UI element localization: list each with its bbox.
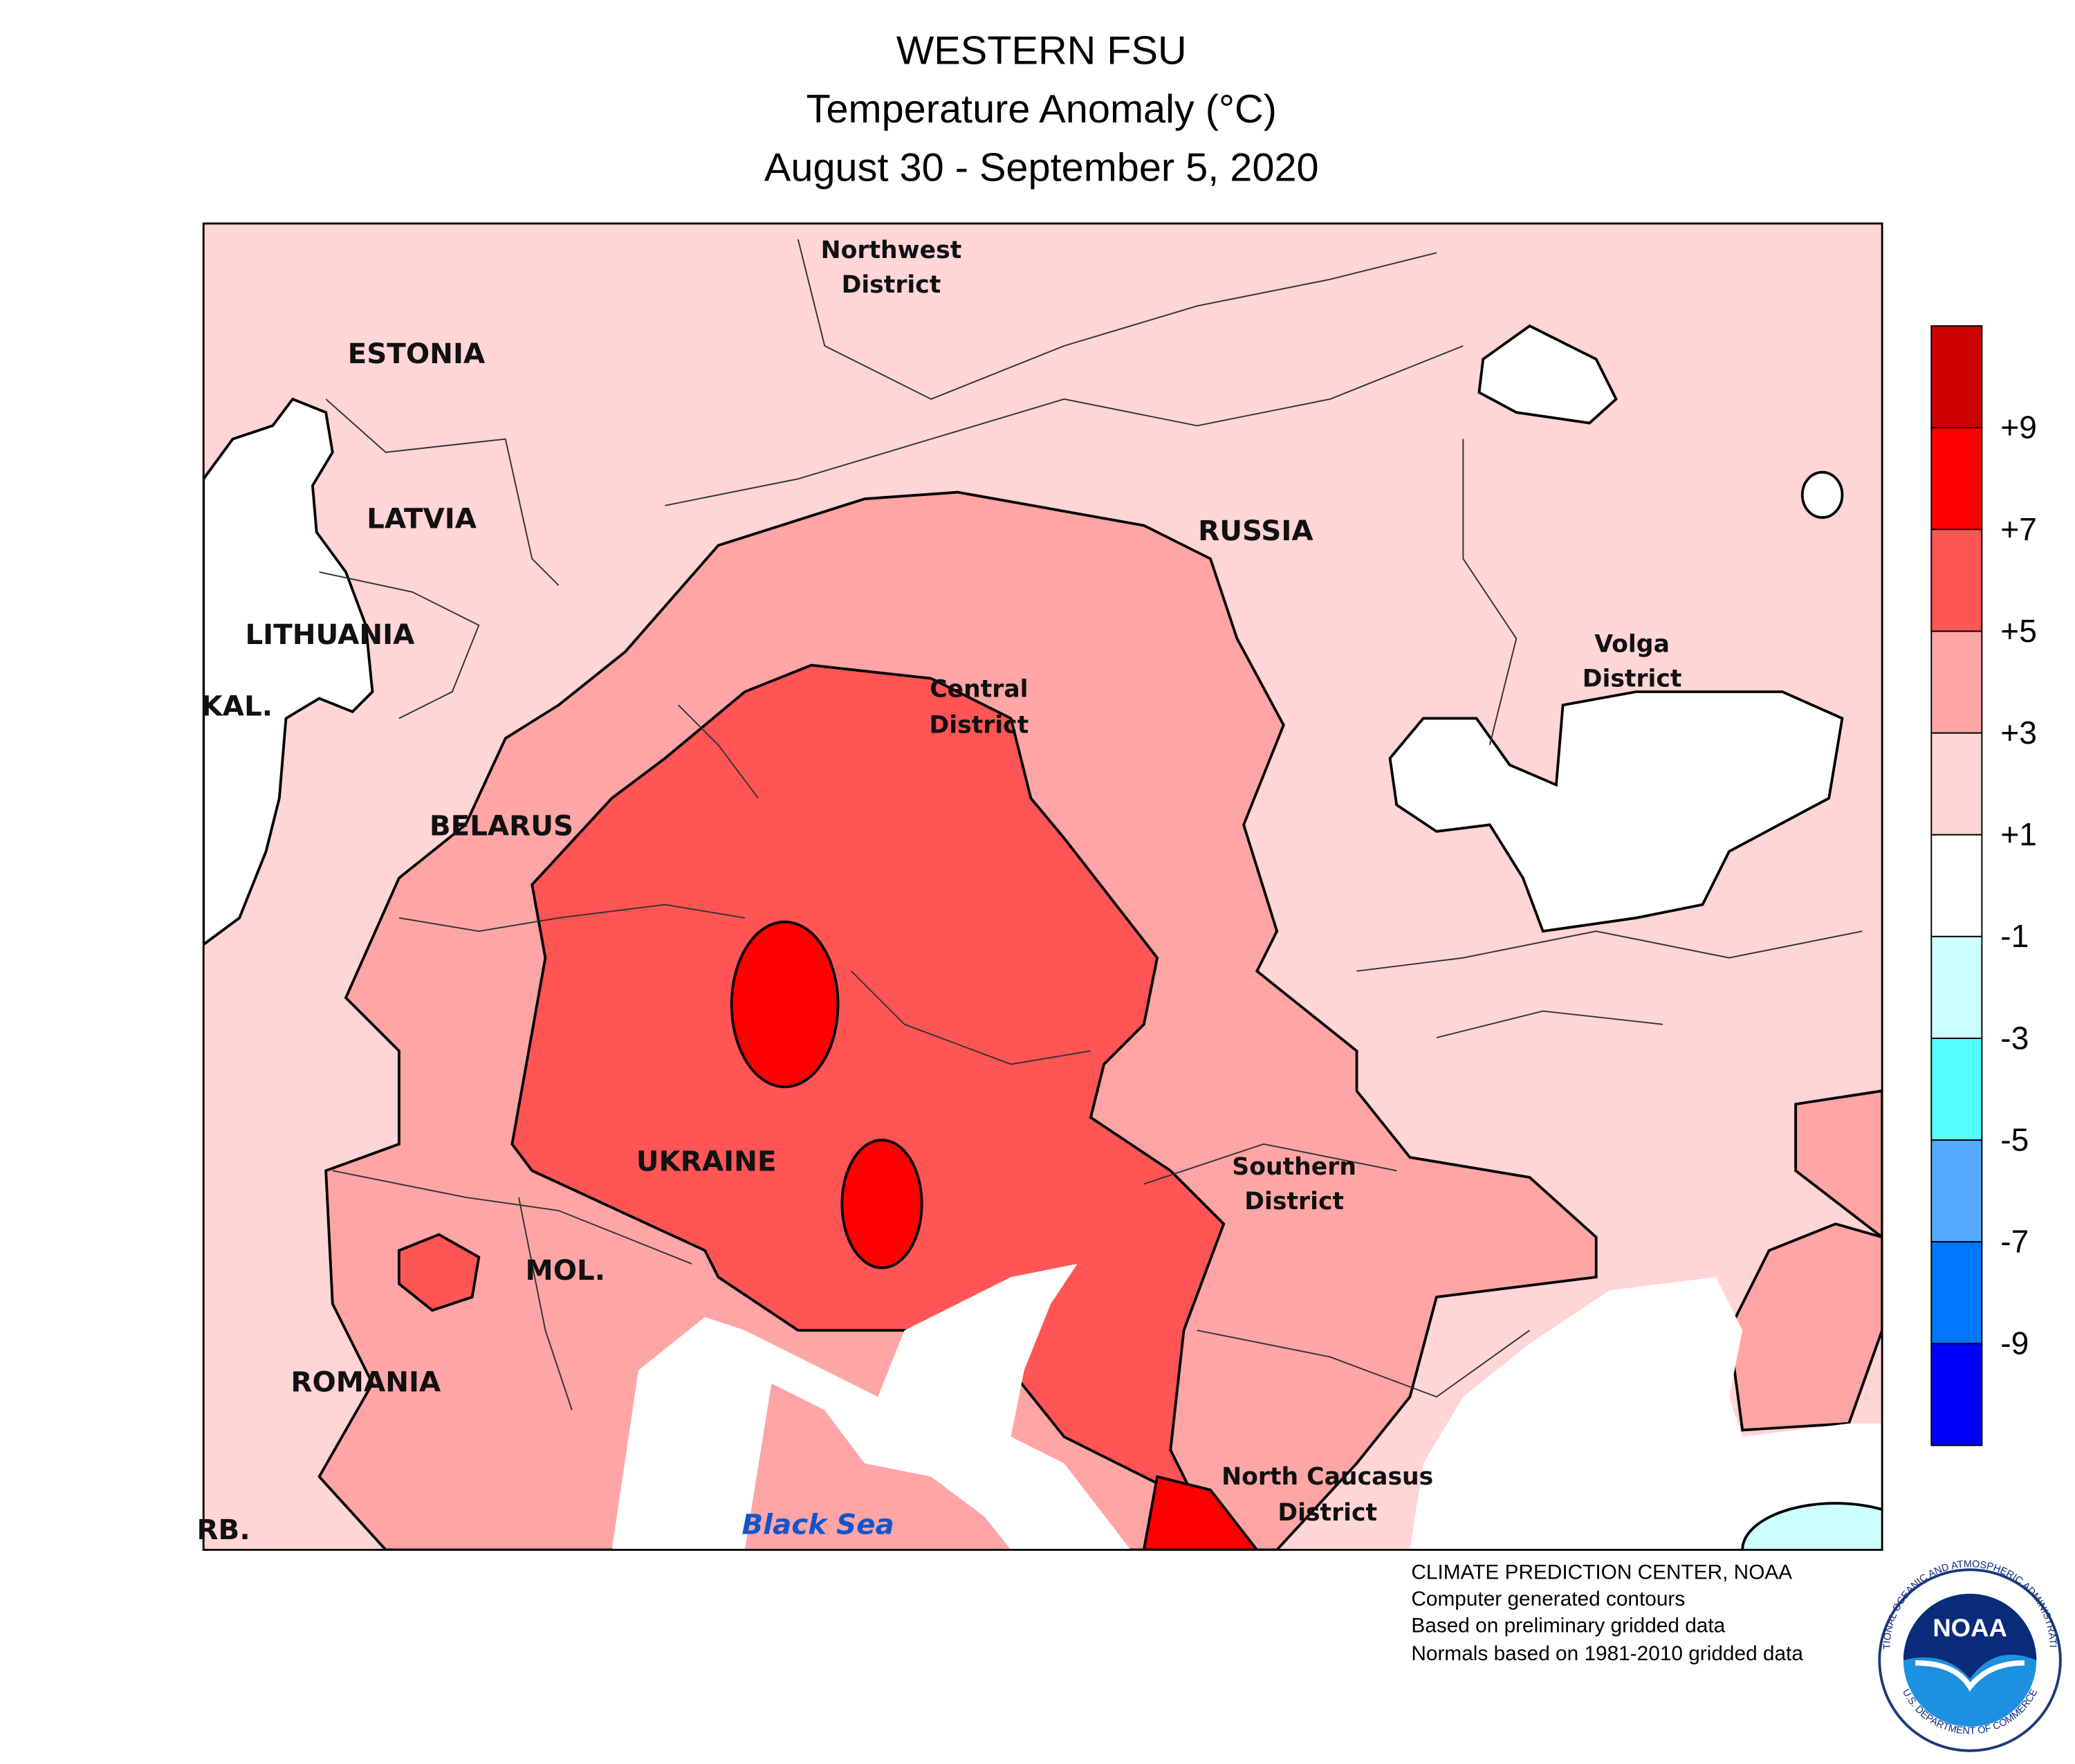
black-sea <box>611 1263 1131 1550</box>
country-label: ROMANIA <box>290 1366 441 1399</box>
legend-tick-label: -9 <box>2000 1325 2029 1361</box>
anomaly-5-7-romania <box>398 1233 481 1312</box>
white-sea-region <box>203 397 374 946</box>
anomaly-neg-1-3 <box>1741 1502 1883 1550</box>
legend-swatch <box>1930 1139 1983 1243</box>
region-label: Central <box>930 676 1028 704</box>
region-label: Volga <box>1594 630 1670 658</box>
region-label: District <box>842 271 941 299</box>
legend-swatch <box>1930 732 1983 836</box>
country-label: RB. <box>196 1514 250 1546</box>
credit-line: Based on preliminary gridded data <box>1411 1615 1725 1637</box>
anomaly-7-9 <box>730 920 840 1089</box>
region-label: District <box>930 712 1029 739</box>
region-label: District <box>1583 665 1682 692</box>
credit-line: CLIMATE PREDICTION CENTER, NOAA <box>1411 1561 1792 1584</box>
legend-swatch <box>1930 427 1983 531</box>
country-label: BELARUS <box>430 810 573 843</box>
sea-label: Black Sea <box>741 1508 894 1541</box>
credit-line: Normals based on 1981-2010 gridded data <box>1411 1642 1803 1665</box>
legend-tick-label: -7 <box>2000 1224 2029 1260</box>
legend-tick-label: +3 <box>2000 715 2037 751</box>
legend-swatch <box>1930 1038 1983 1141</box>
legend-tick-label: -5 <box>2000 1121 2029 1157</box>
map-labels: Northwest District ESTONIA LATVIA LITHUA… <box>196 237 1681 1546</box>
caspian-sea <box>1410 1277 1883 1550</box>
legend-tick-label: +1 <box>2000 816 2037 852</box>
legend-tick-label: +7 <box>2000 511 2037 547</box>
map-frame <box>202 222 1883 1551</box>
country-label: MOL. <box>526 1254 606 1287</box>
region-label: Southern <box>1232 1153 1356 1181</box>
logo-text: NOAA <box>1933 1613 2007 1642</box>
legend-swatch <box>1930 1241 1983 1345</box>
country-label: KAL. <box>201 690 273 723</box>
legend-swatch <box>1930 325 1983 429</box>
country-label: ESTONIA <box>348 338 486 370</box>
logo-sky <box>1903 1593 2037 1679</box>
region-label: Northwest <box>821 237 962 264</box>
legend-swatch <box>1930 630 1983 734</box>
logo-bird <box>1915 1660 2025 1692</box>
anomaly-7-9 <box>840 1139 923 1269</box>
legend-swatch <box>1930 935 1983 1039</box>
region-label: District <box>1278 1499 1377 1527</box>
credits: CLIMATE PREDICTION CENTER, NOAA Computer… <box>1411 1561 1803 1665</box>
legend-swatch <box>1930 834 1983 937</box>
map-area <box>203 223 1883 1550</box>
anomaly-neutral-north <box>1477 324 1618 425</box>
subtitle: Temperature Anomaly (°C) <box>806 87 1277 131</box>
country-label: LATVIA <box>367 502 477 535</box>
country-label: UKRAINE <box>636 1145 777 1177</box>
anomaly-7-9-caucasus <box>1142 1475 1259 1550</box>
crimea <box>744 1384 1011 1550</box>
country-label: LITHUANIA <box>245 618 415 651</box>
title: WESTERN FSU <box>896 28 1187 73</box>
credit-line: Computer generated contours <box>1411 1588 1685 1610</box>
country-label: RUSSIA <box>1198 515 1313 547</box>
legend-tick-label: -1 <box>2000 918 2029 954</box>
legend: +9 +7 +5 +3 +1 -1 -3 -5 -7 -9 <box>1930 325 2037 1446</box>
region-label: North Caucasus <box>1221 1463 1433 1491</box>
legend-swatch <box>1930 529 1983 632</box>
date-range: August 30 - September 5, 2020 <box>764 146 1319 190</box>
legend-tick-label: -3 <box>2000 1020 2029 1056</box>
legend-swatch <box>1930 1343 1983 1446</box>
legend-tick-label: +9 <box>2000 410 2037 445</box>
anomaly-neutral-volga <box>1388 690 1844 933</box>
region-label: District <box>1244 1188 1344 1215</box>
anomaly-neutral <box>1800 470 1844 519</box>
legend-tick-label: +5 <box>2000 613 2037 649</box>
